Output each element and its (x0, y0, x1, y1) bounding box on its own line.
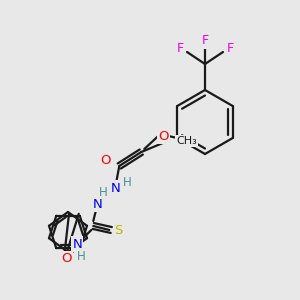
Text: H: H (77, 250, 86, 262)
Text: H: H (123, 176, 132, 190)
Text: CH₃: CH₃ (176, 136, 197, 146)
Text: N: N (110, 182, 120, 194)
Text: F: F (201, 34, 208, 47)
Text: N: N (92, 197, 102, 211)
Text: F: F (176, 43, 184, 56)
Text: F: F (226, 43, 234, 56)
Text: O: O (62, 253, 72, 266)
Text: O: O (158, 130, 169, 142)
Text: S: S (114, 224, 122, 236)
Text: O: O (100, 154, 110, 167)
Text: N: N (72, 238, 82, 250)
Text: H: H (99, 187, 108, 200)
